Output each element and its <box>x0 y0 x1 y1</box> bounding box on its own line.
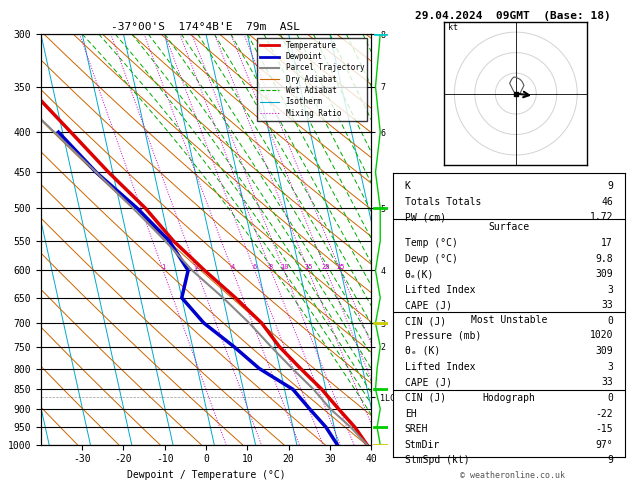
Text: 17: 17 <box>601 238 613 248</box>
Text: 8: 8 <box>269 264 273 270</box>
Text: 29.04.2024  09GMT  (Base: 18): 29.04.2024 09GMT (Base: 18) <box>415 11 611 21</box>
Text: Pressure (mb): Pressure (mb) <box>404 330 481 340</box>
Text: 0: 0 <box>607 316 613 326</box>
Text: Surface: Surface <box>488 222 530 232</box>
Text: StmDir: StmDir <box>404 440 440 450</box>
Text: 0: 0 <box>607 393 613 403</box>
Text: Totals Totals: Totals Totals <box>404 197 481 207</box>
Text: 6: 6 <box>252 264 257 270</box>
Text: 1020: 1020 <box>589 330 613 340</box>
Text: 1: 1 <box>161 264 165 270</box>
Text: CIN (J): CIN (J) <box>404 316 446 326</box>
Text: 25: 25 <box>336 264 345 270</box>
Text: 1.72: 1.72 <box>589 212 613 222</box>
Text: Most Unstable: Most Unstable <box>470 315 547 325</box>
Text: 9.8: 9.8 <box>596 254 613 263</box>
Text: 309: 309 <box>596 269 613 279</box>
Text: Lifted Index: Lifted Index <box>404 285 475 295</box>
Text: 97°: 97° <box>596 440 613 450</box>
Text: 15: 15 <box>304 264 313 270</box>
Text: 309: 309 <box>596 346 613 356</box>
Text: CIN (J): CIN (J) <box>404 393 446 403</box>
Text: 20: 20 <box>322 264 330 270</box>
Text: StmSpd (kt): StmSpd (kt) <box>404 455 469 466</box>
X-axis label: Dewpoint / Temperature (°C): Dewpoint / Temperature (°C) <box>126 470 286 480</box>
Text: 33: 33 <box>601 377 613 387</box>
Y-axis label: hPa: hPa <box>0 230 2 248</box>
Y-axis label: km
ASL: km ASL <box>413 240 428 259</box>
Text: Hodograph: Hodograph <box>482 393 535 403</box>
Text: 9: 9 <box>607 455 613 466</box>
Text: Lifted Index: Lifted Index <box>404 362 475 372</box>
Text: 3: 3 <box>607 362 613 372</box>
Text: θₑ(K): θₑ(K) <box>404 269 434 279</box>
Title: -37°00'S  174°4B'E  79m  ASL: -37°00'S 174°4B'E 79m ASL <box>111 22 301 32</box>
Text: 46: 46 <box>601 197 613 207</box>
Legend: Temperature, Dewpoint, Parcel Trajectory, Dry Adiabat, Wet Adiabat, Isotherm, Mi: Temperature, Dewpoint, Parcel Trajectory… <box>257 38 367 121</box>
Text: CAPE (J): CAPE (J) <box>404 300 452 311</box>
Text: EH: EH <box>404 409 416 418</box>
Text: θₑ (K): θₑ (K) <box>404 346 440 356</box>
Text: K: K <box>404 181 411 191</box>
Text: Dewp (°C): Dewp (°C) <box>404 254 457 263</box>
Text: 33: 33 <box>601 300 613 311</box>
Text: 2: 2 <box>194 264 199 270</box>
Text: kt: kt <box>448 23 458 32</box>
Text: 9: 9 <box>607 181 613 191</box>
Text: -22: -22 <box>596 409 613 418</box>
Text: PW (cm): PW (cm) <box>404 212 446 222</box>
Text: CAPE (J): CAPE (J) <box>404 377 452 387</box>
Text: 10: 10 <box>280 264 288 270</box>
Text: © weatheronline.co.uk: © weatheronline.co.uk <box>460 471 565 480</box>
Text: -15: -15 <box>596 424 613 434</box>
Text: SREH: SREH <box>404 424 428 434</box>
Text: Temp (°C): Temp (°C) <box>404 238 457 248</box>
Text: 4: 4 <box>230 264 235 270</box>
Text: 3: 3 <box>607 285 613 295</box>
